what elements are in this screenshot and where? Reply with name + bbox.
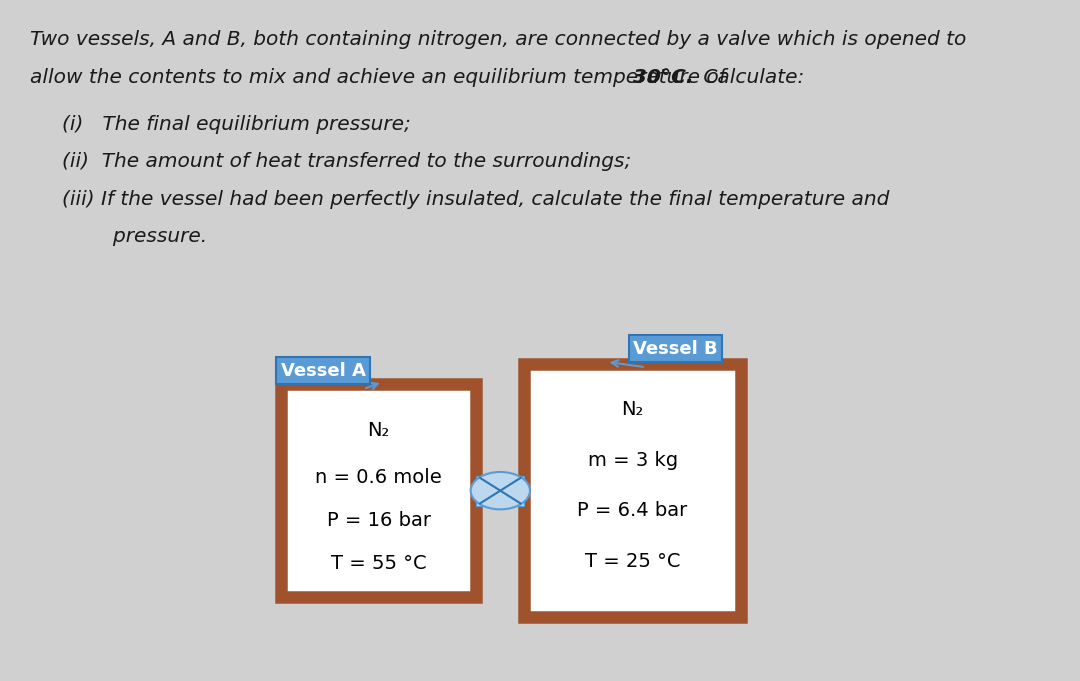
Text: (ii)  The amount of heat transferred to the surroundings;: (ii) The amount of heat transferred to t…	[62, 153, 631, 172]
Text: T = 25 °C: T = 25 °C	[585, 552, 680, 571]
Text: (iii) If the vessel had been perfectly insulated, calculate the final temperatur: (iii) If the vessel had been perfectly i…	[62, 190, 889, 208]
Text: Vessel B: Vessel B	[633, 340, 718, 358]
Text: Calculate:: Calculate:	[697, 68, 804, 87]
Text: T = 55 °C: T = 55 °C	[330, 554, 427, 573]
Text: N₂: N₂	[367, 422, 390, 441]
Text: m = 3 kg: m = 3 kg	[588, 451, 677, 470]
Text: P = 6.4 bar: P = 6.4 bar	[578, 501, 688, 520]
FancyBboxPatch shape	[281, 384, 476, 597]
Text: (i)   The final equilibrium pressure;: (i) The final equilibrium pressure;	[62, 115, 410, 134]
Text: P = 16 bar: P = 16 bar	[326, 511, 431, 530]
Text: pressure.: pressure.	[62, 227, 206, 246]
Text: allow the contents to mix and achieve an equilibrium temperature of: allow the contents to mix and achieve an…	[30, 68, 732, 87]
Text: Two vessels, A and B, both containing nitrogen, are connected by a valve which i: Two vessels, A and B, both containing ni…	[30, 30, 967, 49]
Bar	[476, 475, 524, 506]
FancyBboxPatch shape	[524, 364, 741, 618]
Text: Vessel A: Vessel A	[281, 362, 365, 379]
Circle shape	[471, 472, 530, 509]
Text: 30°C.: 30°C.	[633, 68, 693, 87]
Text: n = 0.6 mole: n = 0.6 mole	[315, 469, 442, 488]
Text: N₂: N₂	[621, 400, 644, 419]
